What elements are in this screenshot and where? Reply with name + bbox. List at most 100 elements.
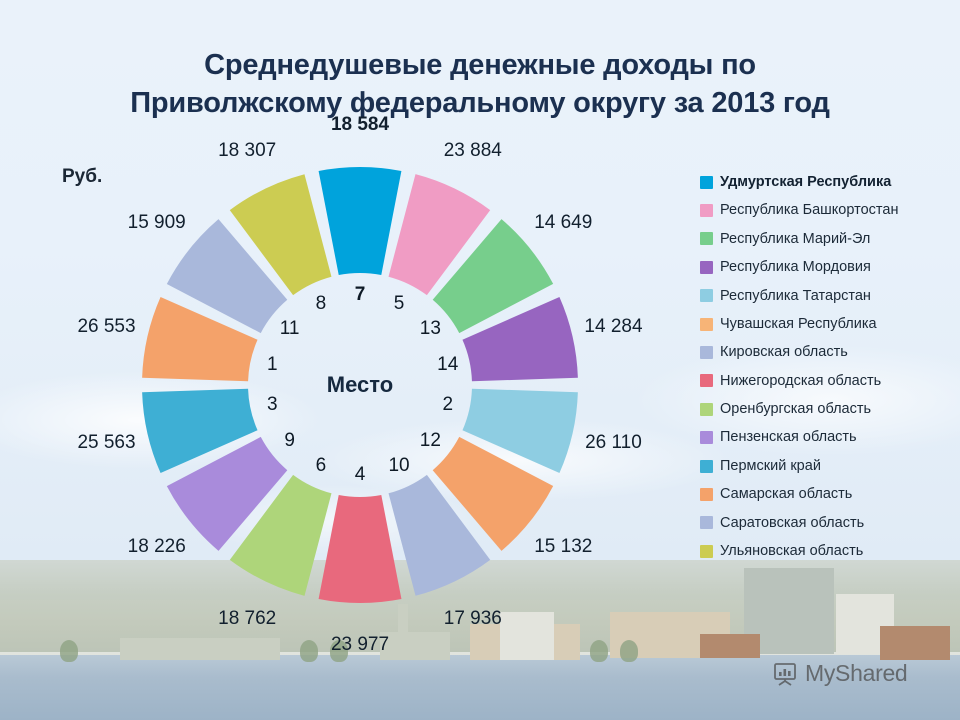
legend-swatch-icon [700,431,713,445]
watermark-text: MyShared [805,660,908,686]
donut-chart-svg [142,167,578,603]
sector-value-label: 18 762 [218,608,277,630]
sector-value-label: 23 884 [443,139,502,161]
legend-item[interactable]: Чувашская Республика [700,310,952,338]
donut-center-label: Место [326,372,394,397]
donut-sector[interactable] [229,474,332,596]
sector-rank-label: 7 [354,284,366,305]
legend-swatch-icon [700,516,713,530]
sector-value-label: 25 563 [77,431,136,453]
legend-swatch-icon [700,346,713,360]
sector-value-label: 15 909 [127,211,186,233]
sector-rank-label: 9 [284,430,295,452]
tree [590,640,608,662]
sector-value-label: 18 307 [218,139,277,161]
legend-item[interactable]: Республика Татарстан [700,282,952,310]
donut-sector[interactable] [229,174,332,296]
tree [300,640,318,662]
chart-title: Среднедушевые денежные доходы по Приволж… [40,46,920,123]
donut-sector[interactable] [166,219,288,334]
embankment [120,638,280,660]
tree [60,640,78,662]
donut-sector[interactable] [142,296,258,382]
legend-item-label: Республика Башкортостан [720,202,899,219]
sector-value-label: 26 553 [77,316,136,338]
sector-rank-label: 13 [419,317,441,339]
legend-item[interactable]: Нижегородская область [700,367,952,395]
units-label: Руб. [62,166,103,187]
legend-swatch-icon [700,175,713,189]
donut-chart: 18 584 7 23 884 5 14 649 13 14 284 14 26 110 2 15 … [60,114,660,655]
sector-value-label: 14 649 [534,211,593,233]
river-region [0,655,960,720]
legend-swatch-icon [700,402,713,416]
sector-rank-label: 2 [442,394,454,416]
sector-rank-label: 12 [419,430,441,452]
donut-sector[interactable] [388,474,491,596]
legend-item-label: Пензенская область [720,429,857,446]
donut-sector[interactable] [142,388,258,474]
sector-value-label: 26 110 [585,431,642,453]
legend-item-label: Республика Марий-Эл [720,230,871,247]
building-small [380,632,450,660]
sector-rank-label: 1 [266,353,278,375]
sector-value-label: 18 226 [127,536,186,558]
donut-sector[interactable] [318,494,402,603]
legend-swatch-icon [700,260,713,274]
sector-rank-label: 5 [393,292,405,314]
donut-sector[interactable] [318,167,402,276]
legend-item-label: Республика Татарстан [720,287,871,304]
sector-rank-label: 3 [266,394,278,416]
legend-item-label: Оренбургская область [720,401,872,418]
donut-sector[interactable] [432,219,554,334]
legend-item[interactable]: Республика Марий-Эл [700,225,952,253]
legend-swatch-icon [700,544,713,558]
sector-value-label: 15 132 [534,536,593,558]
donut-sector[interactable] [462,296,578,382]
chart-title-line2: Приволжскому федеральному округу за 2013… [130,87,830,120]
donut-sector[interactable] [388,174,491,296]
legend-item[interactable]: Республика Мордовия [700,253,952,281]
chart-legend: Удмуртская Республика Республика Башкорто… [700,168,952,565]
sector-rank-label: 10 [388,455,410,477]
legend-swatch-icon [700,459,713,473]
legend-item-label: Пермский край [720,457,821,474]
sector-value-label: 17 936 [443,608,502,630]
legend-item[interactable]: Пензенская область [700,424,952,452]
sector-rank-label: 11 [279,317,300,339]
sector-rank-label: 6 [315,455,327,477]
legend-swatch-icon [700,317,713,331]
legend-item-label: Саратовская область [720,514,865,531]
sector-value-label: 23 977 [330,634,390,655]
donut-sector[interactable] [462,388,578,474]
presentation-chart-icon [774,662,796,686]
watermark: MyShared [772,660,908,687]
sector-rank-label: 14 [437,353,459,375]
legend-swatch-icon [700,232,713,246]
legend-item-label: Удмуртская Республика [720,173,892,190]
legend-swatch-icon [700,487,713,501]
legend-item[interactable]: Удмуртская Республика [700,168,952,196]
donut-sector[interactable] [432,436,554,551]
legend-item-label: Кировская область [720,344,848,361]
legend-item[interactable]: Оренбургская область [700,395,952,423]
legend-item[interactable]: Самарская область [700,480,952,508]
legend-item[interactable]: Республика Башкортостан [700,196,952,224]
legend-item-label: Нижегородская область [720,372,882,389]
legend-item[interactable]: Пермский край [700,452,952,480]
legend-swatch-icon [700,204,713,218]
building-far [880,626,950,660]
tower-spire [398,604,408,660]
legend-item-label: Ульяновская область [720,543,864,560]
legend-item[interactable]: Саратовская область [700,509,952,537]
sector-rank-label: 4 [354,464,366,485]
legend-item[interactable]: Кировская область [700,338,952,366]
legend-swatch-icon [700,289,713,303]
legend-item-label: Республика Мордовия [720,259,871,276]
legend-item-label: Чувашская Республика [720,315,877,332]
legend-item-label: Самарская область [720,486,853,503]
sector-rank-label: 8 [315,292,327,314]
legend-item[interactable]: Ульяновская область [700,537,952,565]
sector-value-label: 18 584 [330,114,390,135]
donut-sector[interactable] [166,436,288,551]
